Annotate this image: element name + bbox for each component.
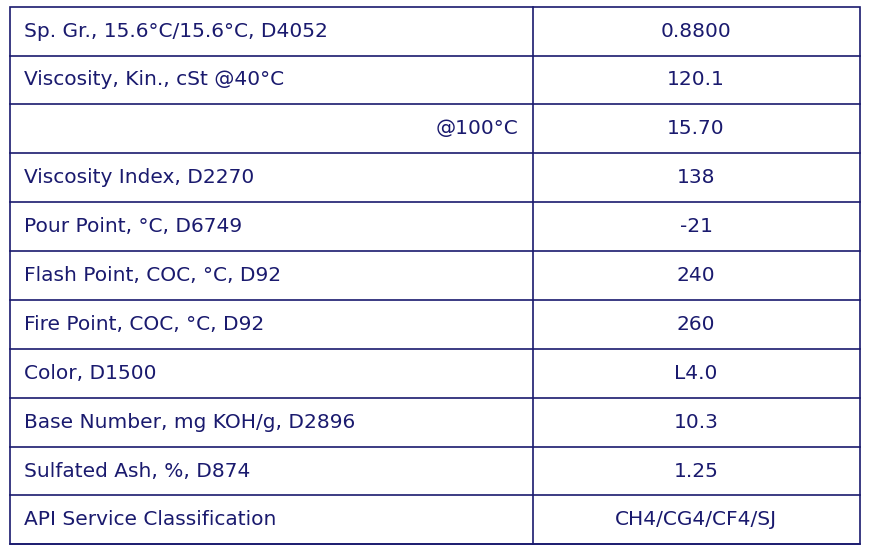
Text: 120.1: 120.1 [667,71,724,89]
Text: Viscosity, Kin., cSt @40°C: Viscosity, Kin., cSt @40°C [24,71,284,89]
Text: Base Number, mg KOH/g, D2896: Base Number, mg KOH/g, D2896 [24,413,355,431]
Text: Viscosity Index, D2270: Viscosity Index, D2270 [24,168,255,187]
Text: Pour Point, °C, D6749: Pour Point, °C, D6749 [24,217,242,236]
Text: 240: 240 [676,266,714,285]
Text: 0.8800: 0.8800 [660,21,731,41]
Text: 1.25: 1.25 [673,462,718,480]
Text: Flash Point, COC, °C, D92: Flash Point, COC, °C, D92 [24,266,282,285]
Text: @100°C: @100°C [435,120,518,138]
Text: -21: -21 [679,217,712,236]
Text: API Service Classification: API Service Classification [24,510,276,530]
Text: 260: 260 [676,315,714,334]
Text: CH4/CG4/CF4/SJ: CH4/CG4/CF4/SJ [614,510,776,530]
Text: 10.3: 10.3 [673,413,718,431]
Text: L4.0: L4.0 [673,364,717,383]
Text: 138: 138 [676,168,714,187]
Text: Sulfated Ash, %, D874: Sulfated Ash, %, D874 [24,462,250,480]
Text: Fire Point, COC, °C, D92: Fire Point, COC, °C, D92 [24,315,264,334]
Text: Sp. Gr., 15.6°C/15.6°C, D4052: Sp. Gr., 15.6°C/15.6°C, D4052 [24,21,328,41]
Text: 15.70: 15.70 [667,120,724,138]
Text: Color, D1500: Color, D1500 [24,364,156,383]
